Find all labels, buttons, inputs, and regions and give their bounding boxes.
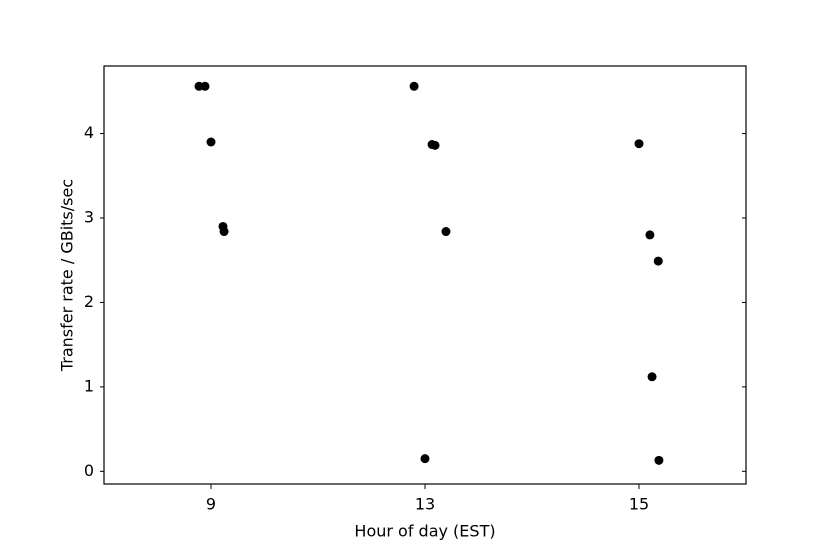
- point: [645, 230, 655, 240]
- point: [654, 455, 664, 465]
- y-axis-label: Transfer rate / GBits/sec: [58, 179, 77, 372]
- y-tick-label: 2: [84, 292, 94, 311]
- point: [200, 81, 210, 91]
- point: [430, 140, 440, 150]
- y-tick-label: 4: [84, 123, 94, 142]
- x-tick-label: 9: [206, 495, 216, 514]
- point: [441, 227, 451, 237]
- point: [219, 227, 229, 237]
- point: [653, 256, 663, 266]
- point: [634, 139, 644, 149]
- x-tick-label: 13: [415, 495, 435, 514]
- point: [409, 81, 419, 91]
- y-tick-label: 0: [84, 461, 94, 480]
- plot-frame: [103, 65, 747, 485]
- x-tick-label: 15: [629, 495, 649, 514]
- y-tick-label: 3: [84, 208, 94, 227]
- x-axis-label: Hour of day (EST): [354, 522, 495, 541]
- y-tick-label: 1: [84, 376, 94, 395]
- point: [420, 454, 430, 464]
- point: [647, 372, 657, 382]
- point: [206, 137, 216, 147]
